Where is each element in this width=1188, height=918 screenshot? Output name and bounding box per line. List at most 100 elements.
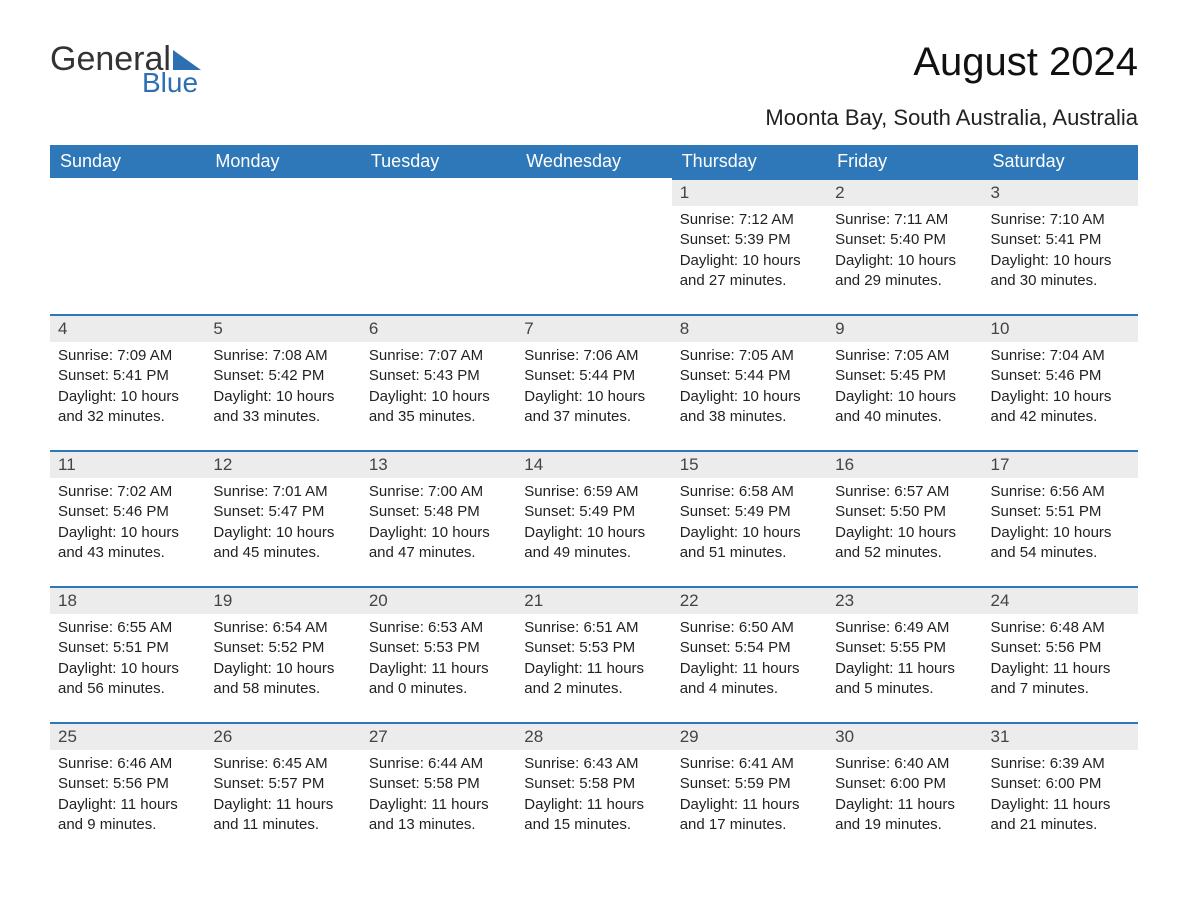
sunset-line: Sunset: 5:58 PM (369, 774, 508, 794)
sunrise-line: Sunrise: 7:04 AM (991, 346, 1130, 366)
sunrise-line: Sunrise: 6:50 AM (680, 618, 819, 638)
day-details: Sunrise: 7:05 AMSunset: 5:44 PMDaylight:… (672, 342, 827, 435)
sunrise-line: Sunrise: 7:01 AM (213, 482, 352, 502)
sunset-line: Sunset: 5:46 PM (58, 502, 197, 522)
weekday-header: Tuesday (361, 145, 516, 178)
calendar-day: 19Sunrise: 6:54 AMSunset: 5:52 PMDayligh… (205, 586, 360, 722)
sunset-line: Sunset: 5:51 PM (58, 638, 197, 658)
calendar-day: 11Sunrise: 7:02 AMSunset: 5:46 PMDayligh… (50, 450, 205, 586)
daylight-line: Daylight: 10 hours and 58 minutes. (213, 659, 352, 700)
day-details: Sunrise: 6:45 AMSunset: 5:57 PMDaylight:… (205, 750, 360, 843)
day-number: 20 (361, 586, 516, 614)
sunrise-line: Sunrise: 6:59 AM (524, 482, 663, 502)
sunset-line: Sunset: 5:51 PM (991, 502, 1130, 522)
day-number: 7 (516, 314, 671, 342)
day-details: Sunrise: 7:06 AMSunset: 5:44 PMDaylight:… (516, 342, 671, 435)
calendar-day: 14Sunrise: 6:59 AMSunset: 5:49 PMDayligh… (516, 450, 671, 586)
sunset-line: Sunset: 5:39 PM (680, 230, 819, 250)
sunset-line: Sunset: 5:53 PM (369, 638, 508, 658)
weekday-header: Friday (827, 145, 982, 178)
sunrise-line: Sunrise: 6:54 AM (213, 618, 352, 638)
day-number: 17 (983, 450, 1138, 478)
daylight-line: Daylight: 10 hours and 43 minutes. (58, 523, 197, 564)
day-number: 28 (516, 722, 671, 750)
calendar-day: 3Sunrise: 7:10 AMSunset: 5:41 PMDaylight… (983, 178, 1138, 314)
day-details: Sunrise: 7:02 AMSunset: 5:46 PMDaylight:… (50, 478, 205, 571)
weekday-header-row: SundayMondayTuesdayWednesdayThursdayFrid… (50, 145, 1138, 178)
sunrise-line: Sunrise: 6:45 AM (213, 754, 352, 774)
daylight-line: Daylight: 11 hours and 15 minutes. (524, 795, 663, 836)
sunrise-line: Sunrise: 6:53 AM (369, 618, 508, 638)
calendar-empty (516, 178, 671, 314)
daylight-line: Daylight: 11 hours and 13 minutes. (369, 795, 508, 836)
sunset-line: Sunset: 5:56 PM (58, 774, 197, 794)
daylight-line: Daylight: 10 hours and 45 minutes. (213, 523, 352, 564)
sunrise-line: Sunrise: 6:39 AM (991, 754, 1130, 774)
sunset-line: Sunset: 6:00 PM (991, 774, 1130, 794)
daylight-line: Daylight: 10 hours and 56 minutes. (58, 659, 197, 700)
sunrise-line: Sunrise: 7:12 AM (680, 210, 819, 230)
sunset-line: Sunset: 5:41 PM (991, 230, 1130, 250)
daylight-line: Daylight: 10 hours and 40 minutes. (835, 387, 974, 428)
day-number: 10 (983, 314, 1138, 342)
day-number: 11 (50, 450, 205, 478)
day-number: 21 (516, 586, 671, 614)
weekday-header: Sunday (50, 145, 205, 178)
sunrise-line: Sunrise: 7:09 AM (58, 346, 197, 366)
daylight-line: Daylight: 10 hours and 35 minutes. (369, 387, 508, 428)
sunset-line: Sunset: 5:55 PM (835, 638, 974, 658)
day-number: 18 (50, 586, 205, 614)
sunrise-line: Sunrise: 7:02 AM (58, 482, 197, 502)
calendar-day: 10Sunrise: 7:04 AMSunset: 5:46 PMDayligh… (983, 314, 1138, 450)
day-number: 30 (827, 722, 982, 750)
day-details: Sunrise: 7:04 AMSunset: 5:46 PMDaylight:… (983, 342, 1138, 435)
calendar-day: 21Sunrise: 6:51 AMSunset: 5:53 PMDayligh… (516, 586, 671, 722)
sunset-line: Sunset: 5:59 PM (680, 774, 819, 794)
calendar-day: 18Sunrise: 6:55 AMSunset: 5:51 PMDayligh… (50, 586, 205, 722)
calendar-day: 7Sunrise: 7:06 AMSunset: 5:44 PMDaylight… (516, 314, 671, 450)
sunset-line: Sunset: 5:46 PM (991, 366, 1130, 386)
sunset-line: Sunset: 5:45 PM (835, 366, 974, 386)
sunset-line: Sunset: 5:58 PM (524, 774, 663, 794)
weekday-header: Monday (205, 145, 360, 178)
calendar-day: 9Sunrise: 7:05 AMSunset: 5:45 PMDaylight… (827, 314, 982, 450)
sunset-line: Sunset: 5:42 PM (213, 366, 352, 386)
weekday-header: Wednesday (516, 145, 671, 178)
day-number: 14 (516, 450, 671, 478)
day-number: 8 (672, 314, 827, 342)
day-details: Sunrise: 6:50 AMSunset: 5:54 PMDaylight:… (672, 614, 827, 707)
calendar-day: 16Sunrise: 6:57 AMSunset: 5:50 PMDayligh… (827, 450, 982, 586)
daylight-line: Daylight: 10 hours and 37 minutes. (524, 387, 663, 428)
sunset-line: Sunset: 5:52 PM (213, 638, 352, 658)
day-details: Sunrise: 7:11 AMSunset: 5:40 PMDaylight:… (827, 206, 982, 299)
calendar-day: 13Sunrise: 7:00 AMSunset: 5:48 PMDayligh… (361, 450, 516, 586)
calendar-day: 12Sunrise: 7:01 AMSunset: 5:47 PMDayligh… (205, 450, 360, 586)
daylight-line: Daylight: 10 hours and 33 minutes. (213, 387, 352, 428)
daylight-line: Daylight: 11 hours and 0 minutes. (369, 659, 508, 700)
day-number: 3 (983, 178, 1138, 206)
page-title: August 2024 (913, 40, 1138, 85)
day-number: 29 (672, 722, 827, 750)
location-subtitle: Moonta Bay, South Australia, Australia (50, 105, 1138, 131)
calendar-empty (50, 178, 205, 314)
day-number: 31 (983, 722, 1138, 750)
calendar-day: 31Sunrise: 6:39 AMSunset: 6:00 PMDayligh… (983, 722, 1138, 858)
sunset-line: Sunset: 6:00 PM (835, 774, 974, 794)
day-number: 25 (50, 722, 205, 750)
sunrise-line: Sunrise: 6:58 AM (680, 482, 819, 502)
calendar-day: 30Sunrise: 6:40 AMSunset: 6:00 PMDayligh… (827, 722, 982, 858)
sunset-line: Sunset: 5:40 PM (835, 230, 974, 250)
weekday-header: Saturday (983, 145, 1138, 178)
sunrise-line: Sunrise: 7:00 AM (369, 482, 508, 502)
calendar-day: 6Sunrise: 7:07 AMSunset: 5:43 PMDaylight… (361, 314, 516, 450)
day-number: 2 (827, 178, 982, 206)
day-number: 5 (205, 314, 360, 342)
day-details: Sunrise: 6:57 AMSunset: 5:50 PMDaylight:… (827, 478, 982, 571)
daylight-line: Daylight: 10 hours and 49 minutes. (524, 523, 663, 564)
calendar-day: 23Sunrise: 6:49 AMSunset: 5:55 PMDayligh… (827, 586, 982, 722)
day-number: 12 (205, 450, 360, 478)
day-number: 1 (672, 178, 827, 206)
day-number: 24 (983, 586, 1138, 614)
daylight-line: Daylight: 10 hours and 51 minutes. (680, 523, 819, 564)
calendar-day: 4Sunrise: 7:09 AMSunset: 5:41 PMDaylight… (50, 314, 205, 450)
